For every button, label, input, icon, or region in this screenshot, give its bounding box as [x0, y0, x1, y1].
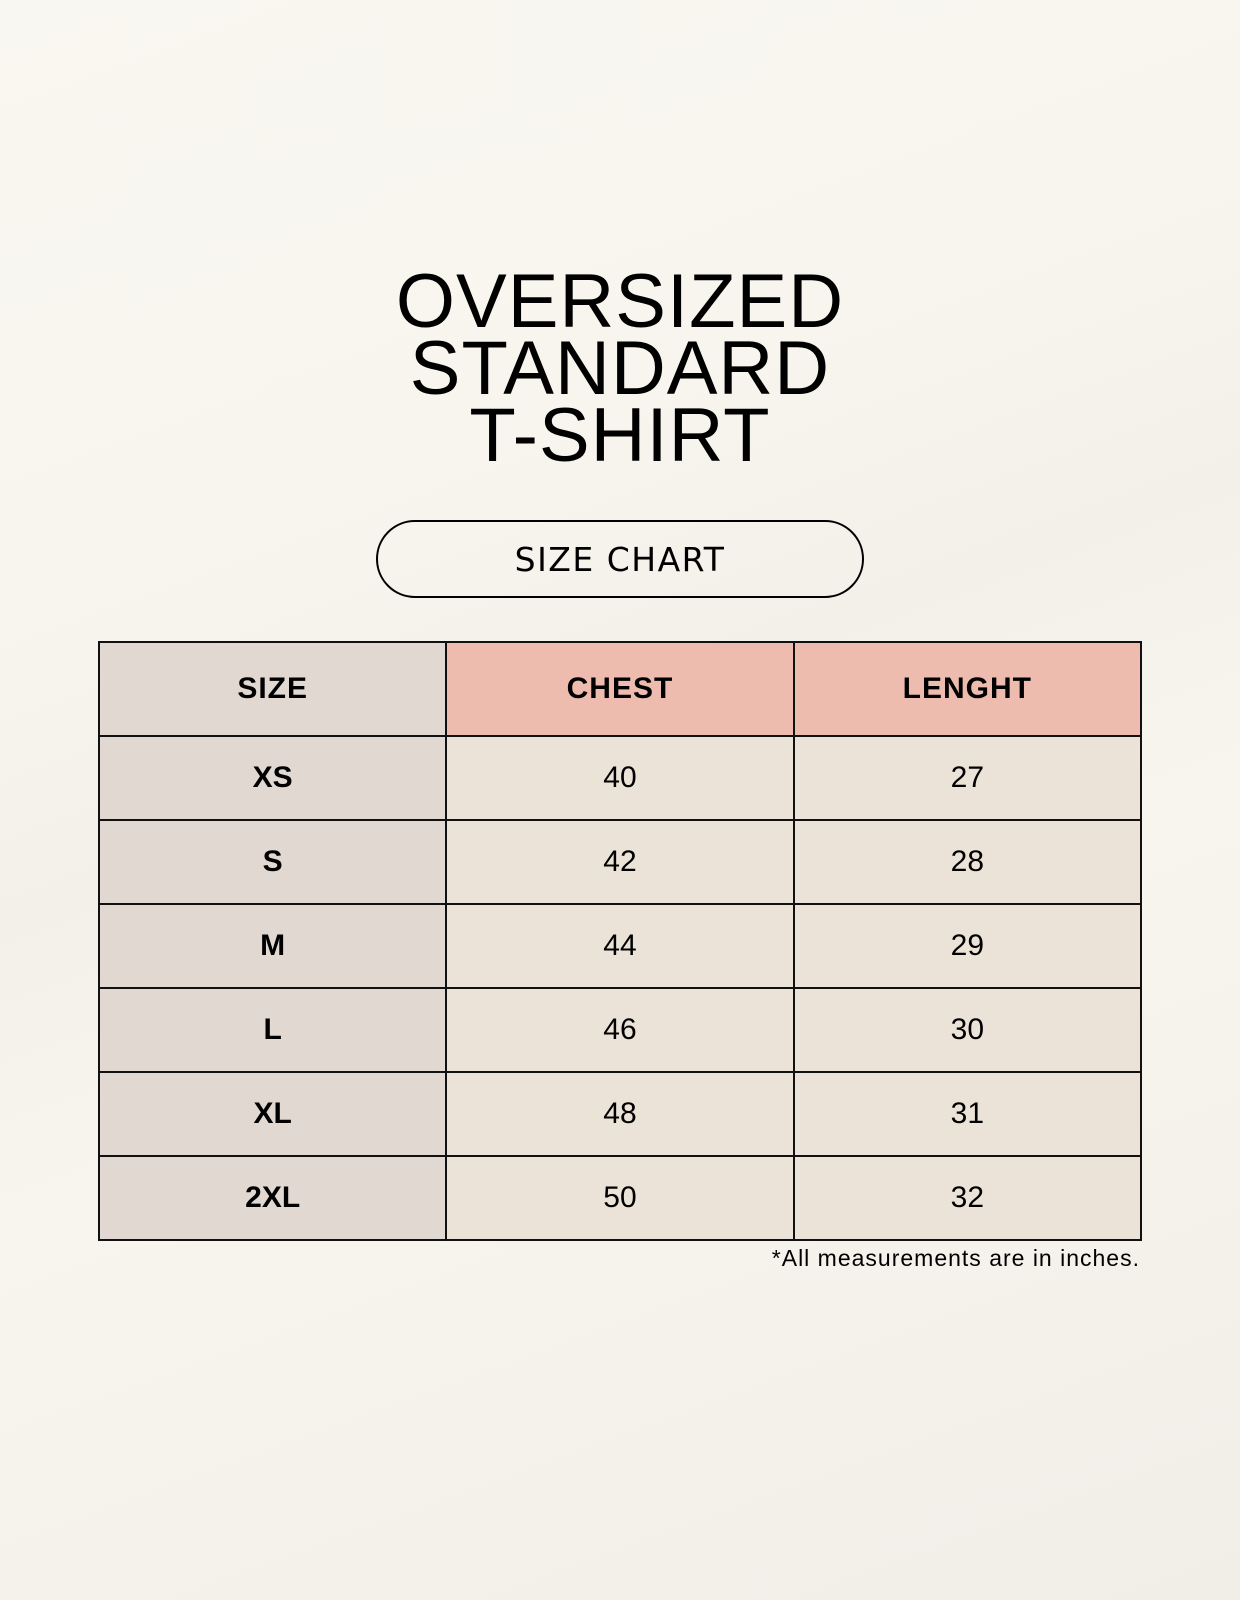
chest-cell: 40 — [445, 735, 795, 821]
chest-cell: 44 — [445, 903, 795, 989]
length-cell: 32 — [792, 1155, 1143, 1241]
size-cell: S — [97, 819, 448, 905]
size-cell: XS — [97, 735, 448, 821]
chest-cell: 42 — [445, 819, 795, 905]
size-cell: XL — [97, 1071, 448, 1157]
table-row: M 44 29 — [97, 903, 1143, 989]
footnote: *All measurements are in inches. — [771, 1245, 1140, 1271]
length-cell: 31 — [792, 1071, 1143, 1157]
size-cell: L — [97, 987, 448, 1073]
size-table: SIZE CHEST LENGHT XS 40 27 S 42 28 M 44 29 L 46 30 X… — [97, 641, 1143, 1241]
size-cell: M — [97, 903, 448, 989]
length-cell: 30 — [792, 987, 1143, 1073]
length-cell: 27 — [792, 735, 1143, 821]
table-row: S 42 28 — [97, 819, 1143, 905]
table-row: XS 40 27 — [97, 735, 1143, 821]
table-row: XL 48 31 — [97, 1071, 1143, 1157]
length-cell: 29 — [792, 903, 1143, 989]
length-cell: 28 — [792, 819, 1143, 905]
chest-cell: 50 — [445, 1155, 795, 1241]
size-chart-badge: SIZE CHART — [376, 520, 864, 598]
chest-cell: 46 — [445, 987, 795, 1073]
header-length: LENGHT — [792, 641, 1143, 737]
title-line: OVERSIZED — [395, 259, 845, 344]
page-title: OVERSIZED STANDARD T-SHIRT — [0, 259, 1240, 478]
title-line: STANDARD — [409, 326, 831, 411]
header-chest: CHEST — [445, 641, 795, 737]
chest-cell: 48 — [445, 1071, 795, 1157]
header-size: SIZE — [97, 641, 448, 737]
size-cell: 2XL — [97, 1155, 448, 1241]
table-row: L 46 30 — [97, 987, 1143, 1073]
table-row: 2XL 50 32 — [97, 1155, 1143, 1241]
title-line: T-SHIRT — [469, 393, 771, 478]
